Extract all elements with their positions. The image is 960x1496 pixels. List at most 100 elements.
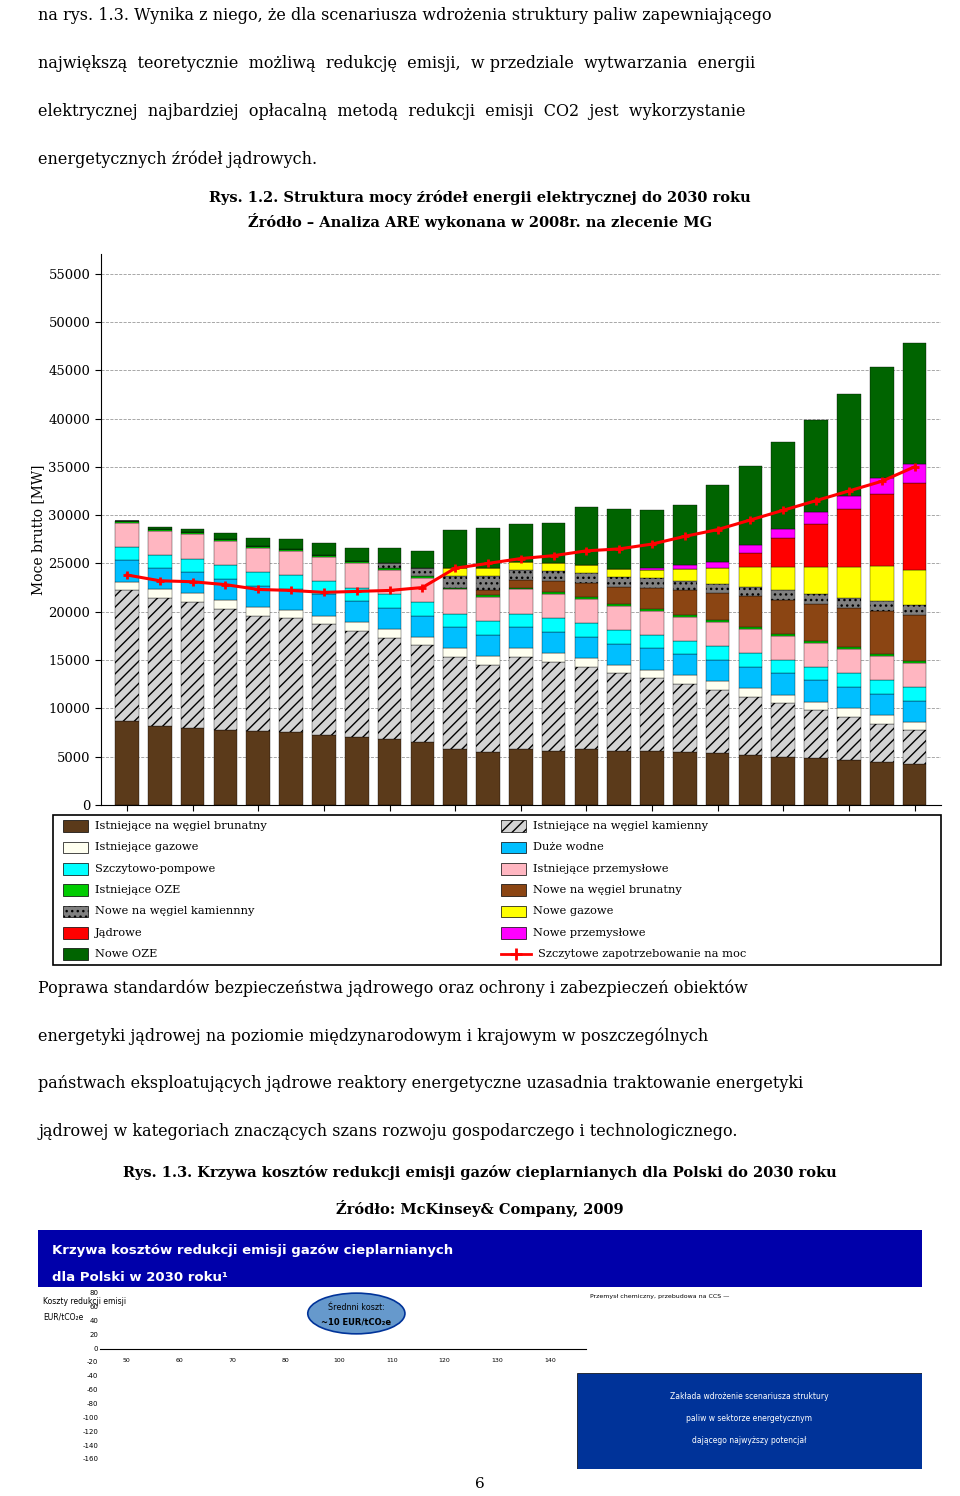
Bar [115,561,139,582]
Bar [180,534,204,558]
Bar [377,594,401,607]
Bar [804,711,828,758]
Bar [411,615,434,637]
Bar [214,542,237,565]
Bar [444,749,467,805]
Bar [476,657,500,664]
Bar [148,598,172,726]
Text: 110: 110 [386,1358,397,1363]
Bar [509,613,533,627]
Text: Istniejące na węgiel brunatny: Istniejące na węgiel brunatny [95,821,267,830]
Bar [706,583,730,594]
Bar [63,863,88,875]
Bar [673,675,697,684]
Bar [575,565,598,573]
Bar [541,580,565,592]
Bar [180,528,204,533]
Bar [837,648,861,649]
Bar [804,643,828,667]
Bar [148,528,172,531]
Bar [870,601,894,610]
Bar [738,627,762,628]
Bar [501,928,526,939]
Bar [575,637,598,658]
Text: Nowe OZE: Nowe OZE [95,950,157,959]
Bar [804,681,828,702]
Bar [608,586,631,604]
Bar [673,751,697,805]
Bar [640,670,664,678]
Bar [772,591,795,600]
Bar [772,636,795,660]
Bar [476,634,500,657]
Bar [837,567,861,598]
Bar [377,548,401,564]
Bar [706,485,730,562]
Bar [837,395,861,495]
Bar [673,506,697,565]
Bar [444,657,467,749]
Bar [148,531,172,555]
Bar [673,568,697,580]
Bar [312,580,336,594]
Bar [706,646,730,660]
Bar [541,751,565,805]
Text: 60: 60 [176,1358,183,1363]
Bar [501,820,526,832]
Bar [870,763,894,805]
Bar [476,576,500,591]
Bar [640,751,664,805]
Bar [870,479,894,494]
Text: Średnni koszt:: Średnni koszt: [328,1303,385,1312]
Bar [902,663,926,687]
Bar [476,664,500,751]
Text: Duże wodne: Duże wodne [533,842,604,853]
Bar [673,654,697,675]
Bar [640,678,664,751]
Bar [608,673,631,751]
Bar [214,600,237,609]
Bar [706,690,730,752]
Bar [902,464,926,483]
Text: elektrycznej  najbardziej  opłacalną  metodą  redukcji  emisji  CO2  jest  wykor: elektrycznej najbardziej opłacalną metod… [38,103,746,120]
Bar [115,548,139,561]
Text: 100: 100 [333,1358,345,1363]
Bar [772,757,795,805]
Bar [444,627,467,648]
Bar [738,628,762,654]
Bar [345,601,369,622]
Bar [804,702,828,711]
Bar [377,628,401,637]
Bar [501,863,526,875]
Bar [476,591,500,595]
Bar [608,577,631,586]
Bar [377,568,401,570]
Bar [772,703,795,757]
Text: Istniejące gazowe: Istniejące gazowe [95,842,199,853]
Bar [279,539,303,549]
Text: Źródło: McKinsey& Company, 2009: Źródło: McKinsey& Company, 2009 [336,1200,624,1216]
Text: -140: -140 [83,1442,99,1448]
Bar [444,613,467,627]
Bar [411,645,434,742]
FancyBboxPatch shape [577,1373,922,1469]
Bar [247,548,270,571]
Bar [772,528,795,539]
Bar [247,539,270,546]
Bar [870,610,894,654]
Bar [640,648,664,670]
Bar [673,616,697,640]
Bar [738,654,762,667]
Bar [870,654,894,657]
Bar [706,568,730,583]
Bar [411,637,434,645]
Text: 120: 120 [439,1358,450,1363]
Bar [902,764,926,805]
FancyBboxPatch shape [53,815,941,965]
Text: Nowe na węgiel brunatny: Nowe na węgiel brunatny [533,886,682,895]
Bar [501,841,526,853]
Bar [804,524,828,567]
Bar [312,615,336,624]
Bar [214,539,237,542]
Text: państwach eksploatujących jądrowe reaktory energetyczne uzasadnia traktowanie en: państwach eksploatujących jądrowe reakto… [38,1076,804,1092]
